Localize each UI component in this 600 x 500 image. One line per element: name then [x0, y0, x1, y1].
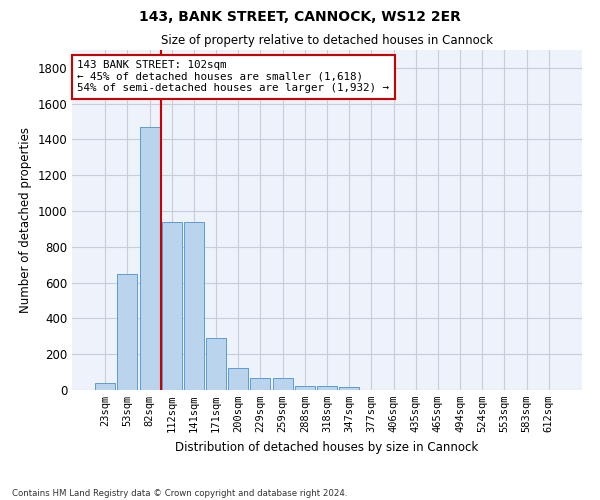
- Y-axis label: Number of detached properties: Number of detached properties: [19, 127, 32, 313]
- Bar: [184, 222, 204, 390]
- Bar: [250, 378, 271, 390]
- Bar: [272, 378, 293, 390]
- Bar: [95, 383, 115, 390]
- Text: 143 BANK STREET: 102sqm
← 45% of detached houses are smaller (1,618)
54% of semi: 143 BANK STREET: 102sqm ← 45% of detache…: [77, 60, 389, 94]
- Text: 143, BANK STREET, CANNOCK, WS12 2ER: 143, BANK STREET, CANNOCK, WS12 2ER: [139, 10, 461, 24]
- Bar: [295, 386, 315, 390]
- Bar: [162, 222, 182, 390]
- Bar: [317, 386, 337, 390]
- Text: Contains HM Land Registry data © Crown copyright and database right 2024.: Contains HM Land Registry data © Crown c…: [12, 488, 347, 498]
- X-axis label: Distribution of detached houses by size in Cannock: Distribution of detached houses by size …: [175, 440, 479, 454]
- Bar: [206, 338, 226, 390]
- Title: Size of property relative to detached houses in Cannock: Size of property relative to detached ho…: [161, 34, 493, 48]
- Bar: [339, 388, 359, 390]
- Bar: [140, 127, 160, 390]
- Bar: [228, 368, 248, 390]
- Bar: [118, 274, 137, 390]
